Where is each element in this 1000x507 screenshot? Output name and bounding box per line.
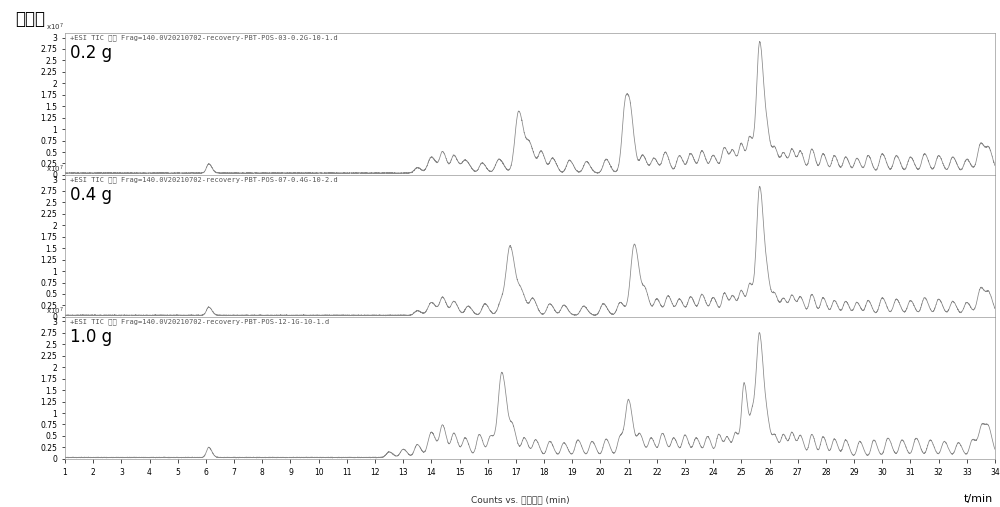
Text: +ESI TIC 扫描 Frag=140.0V20210702-recovery-PBT-POS-12-1G-10-1.d: +ESI TIC 扫描 Frag=140.0V20210702-recovery… xyxy=(70,318,329,325)
Text: t/min: t/min xyxy=(964,494,993,504)
Text: 1.0 g: 1.0 g xyxy=(70,328,112,346)
Text: x10$^{7}$: x10$^{7}$ xyxy=(46,164,64,175)
Text: +ESI TIC 扫描 Frag=140.0V20210702-recovery-PBT-POS-03-0.2G-10-1.d: +ESI TIC 扫描 Frag=140.0V20210702-recovery… xyxy=(70,34,337,41)
Text: 0.4 g: 0.4 g xyxy=(70,186,112,204)
Text: +ESI TIC 扫描 Frag=140.0V20210702-recovery-PBT-POS-07-0.4G-10-2.d: +ESI TIC 扫描 Frag=140.0V20210702-recovery… xyxy=(70,176,337,183)
Text: Counts vs. 采集时间 (min): Counts vs. 采集时间 (min) xyxy=(471,495,569,504)
Text: x10$^{7}$: x10$^{7}$ xyxy=(46,22,64,33)
Text: 0.2 g: 0.2 g xyxy=(70,44,112,62)
Text: x10$^{7}$: x10$^{7}$ xyxy=(46,306,64,317)
Text: 响应值: 响应值 xyxy=(15,10,45,28)
